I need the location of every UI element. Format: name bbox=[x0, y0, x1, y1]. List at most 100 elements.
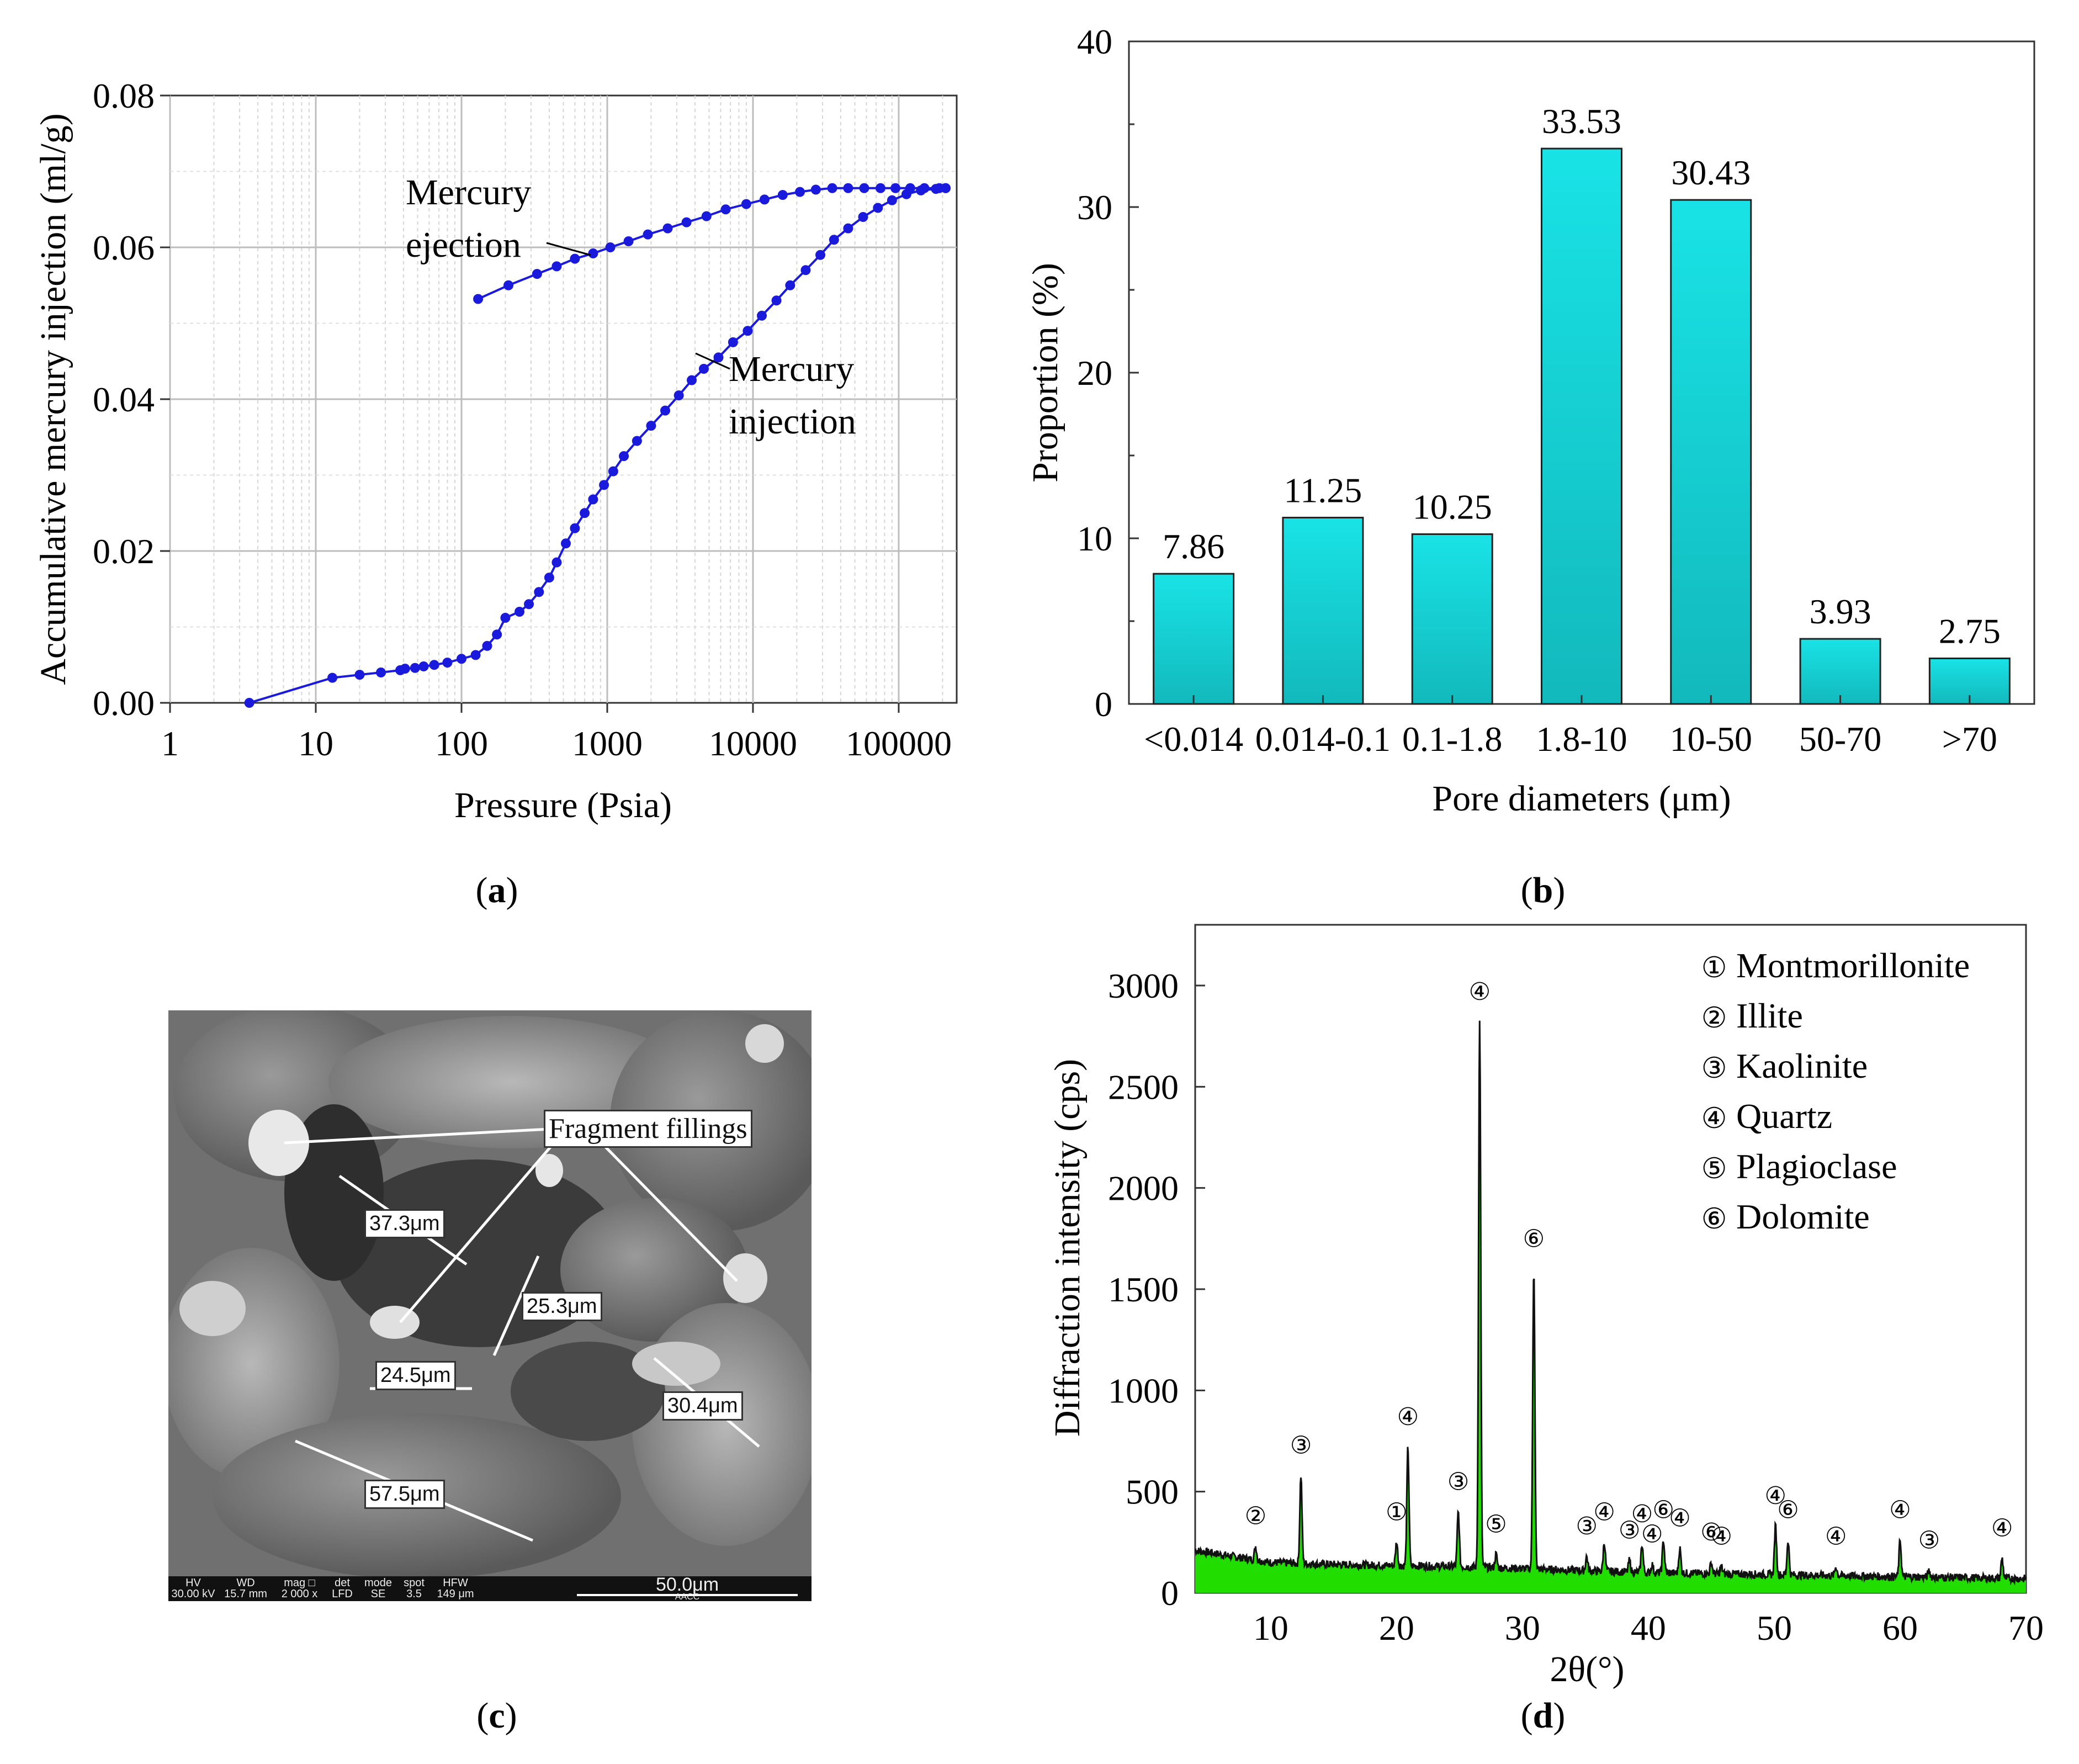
x-tick-label: 100000 bbox=[846, 724, 952, 763]
legend-mark: ③ bbox=[1701, 1053, 1727, 1084]
sem-label-fragment: Fragment fillings bbox=[544, 1110, 752, 1148]
x-tick-label: 50 bbox=[1757, 1608, 1792, 1648]
data-point bbox=[588, 248, 598, 258]
y-tick-label: 3000 bbox=[1108, 966, 1179, 1005]
x-tick-label: 40 bbox=[1631, 1608, 1666, 1648]
data-point bbox=[843, 183, 853, 193]
data-point bbox=[376, 668, 386, 677]
data-point bbox=[524, 599, 534, 610]
annot-injection-1: Mercury bbox=[729, 349, 854, 389]
bar-0 bbox=[1153, 573, 1235, 705]
annot-ejection-arrow bbox=[546, 242, 591, 256]
data-point bbox=[843, 223, 853, 234]
peak-label: ④ bbox=[1764, 1482, 1786, 1509]
data-point bbox=[327, 672, 338, 683]
data-point bbox=[400, 664, 410, 674]
data-point bbox=[605, 242, 616, 252]
data-point bbox=[771, 295, 782, 306]
data-point bbox=[580, 508, 590, 518]
data-point bbox=[619, 451, 629, 462]
peak-label: ③ bbox=[1447, 1468, 1469, 1495]
peak-label: ① bbox=[1386, 1498, 1407, 1525]
data-point bbox=[673, 390, 684, 401]
data-point bbox=[887, 195, 897, 205]
data-point bbox=[698, 364, 709, 374]
peak-label: ⑥ bbox=[1653, 1497, 1674, 1524]
data-point bbox=[410, 663, 420, 673]
sem-label-57: 57.5μm bbox=[364, 1480, 445, 1509]
data-point bbox=[429, 660, 439, 670]
legend-label: Illite bbox=[1736, 996, 1803, 1035]
panel-b-ylabel: Proportion (%) bbox=[1025, 263, 1065, 483]
peak-label: ④ bbox=[1825, 1523, 1847, 1550]
data-point bbox=[785, 280, 795, 290]
x-tick-label: 1 bbox=[161, 724, 179, 763]
peak-label: ⑥ bbox=[1700, 1519, 1722, 1546]
sem-image: Fragment fillings 37.3μm 25.3μm 24.5μm 3… bbox=[168, 1010, 812, 1601]
panel-b-xlabel: Pore diameters (μm) bbox=[1432, 778, 1731, 819]
data-point bbox=[632, 436, 642, 446]
bar-1 bbox=[1282, 517, 1364, 705]
y-tick-label: 10 bbox=[1077, 519, 1112, 558]
x-tick-label: 100 bbox=[435, 724, 488, 763]
sem-label-25: 25.3μm bbox=[522, 1292, 602, 1321]
x-tick-label: 10 bbox=[1253, 1608, 1288, 1648]
peak-label: ④ bbox=[1631, 1501, 1653, 1528]
data-point bbox=[470, 650, 481, 660]
peak-label: ④ bbox=[1991, 1515, 2013, 1542]
bar-5 bbox=[1799, 638, 1881, 705]
x-tick-label: 10 bbox=[298, 724, 333, 763]
peak-label: ③ bbox=[1619, 1517, 1640, 1544]
sem-label-30: 30.4μm bbox=[662, 1391, 743, 1421]
x-tick-label: 60 bbox=[1882, 1608, 1918, 1648]
data-point bbox=[570, 253, 580, 264]
annot-ejection-2: ejection bbox=[406, 225, 521, 265]
legend-label: Quartz bbox=[1736, 1096, 1832, 1136]
xrd-pattern-line bbox=[1195, 1020, 2027, 1586]
data-point bbox=[800, 265, 811, 276]
sem-texture bbox=[168, 1010, 812, 1579]
x-tick-label: 10-50 bbox=[1670, 719, 1752, 759]
legend-label: Kaolinite bbox=[1736, 1046, 1868, 1085]
x-tick-label: 1000 bbox=[572, 724, 643, 763]
sem-label-37: 37.3μm bbox=[364, 1209, 445, 1238]
peak-label: ④ bbox=[1889, 1497, 1911, 1524]
panel-b-chart: 0 10 20 30 40 7.86 <0.014 11.25 0.014-0.1 10.25 0… bbox=[1025, 22, 2035, 819]
data-point bbox=[534, 587, 544, 597]
data-point bbox=[623, 236, 634, 246]
data-point bbox=[515, 607, 525, 617]
data-point bbox=[875, 183, 885, 193]
sem-label-24: 24.5μm bbox=[375, 1361, 456, 1390]
legend-label: Dolomite bbox=[1736, 1197, 1870, 1236]
data-point bbox=[815, 250, 826, 260]
peak-label: ⑥ bbox=[1523, 1225, 1545, 1252]
panel-d-xlabel: 2θ(°) bbox=[1550, 1649, 1625, 1689]
peak-label: ④ bbox=[1469, 978, 1491, 1005]
peak-label: ④ bbox=[1397, 1403, 1419, 1431]
data-point bbox=[827, 183, 837, 193]
data-point bbox=[873, 203, 883, 213]
legend-mark: ⑥ bbox=[1701, 1204, 1727, 1235]
panel-a-ylabel: Accumulative mercury injection (ml/g) bbox=[33, 113, 73, 685]
data-point bbox=[551, 261, 562, 272]
panel-d-ylabel: Diffraction intensity (cps) bbox=[1047, 1059, 1088, 1437]
data-point bbox=[720, 204, 731, 215]
data-point bbox=[713, 352, 724, 363]
legend-label: Montmorillonite bbox=[1736, 946, 1970, 985]
data-point bbox=[646, 421, 656, 431]
bar-value-label: 7.86 bbox=[1163, 527, 1224, 566]
x-tick-label: 20 bbox=[1379, 1608, 1414, 1648]
peak-label: ④ bbox=[1641, 1521, 1663, 1548]
panel-a-xlabel: Pressure (Psia) bbox=[454, 785, 672, 825]
data-point bbox=[570, 523, 580, 533]
data-point bbox=[660, 405, 671, 416]
y-tick-label: 0 bbox=[1095, 685, 1112, 724]
y-tick-label: 1500 bbox=[1108, 1270, 1179, 1309]
data-point bbox=[795, 187, 805, 197]
sem-info-bar: HV 30.00 kV WD 15.7 mm mag □ 2 000 x det LFD… bbox=[168, 1575, 812, 1601]
data-point bbox=[829, 235, 839, 245]
data-point bbox=[544, 573, 554, 583]
peak-label: ⑥ bbox=[1777, 1497, 1799, 1524]
bar-3 bbox=[1541, 147, 1622, 705]
data-point bbox=[551, 557, 562, 568]
